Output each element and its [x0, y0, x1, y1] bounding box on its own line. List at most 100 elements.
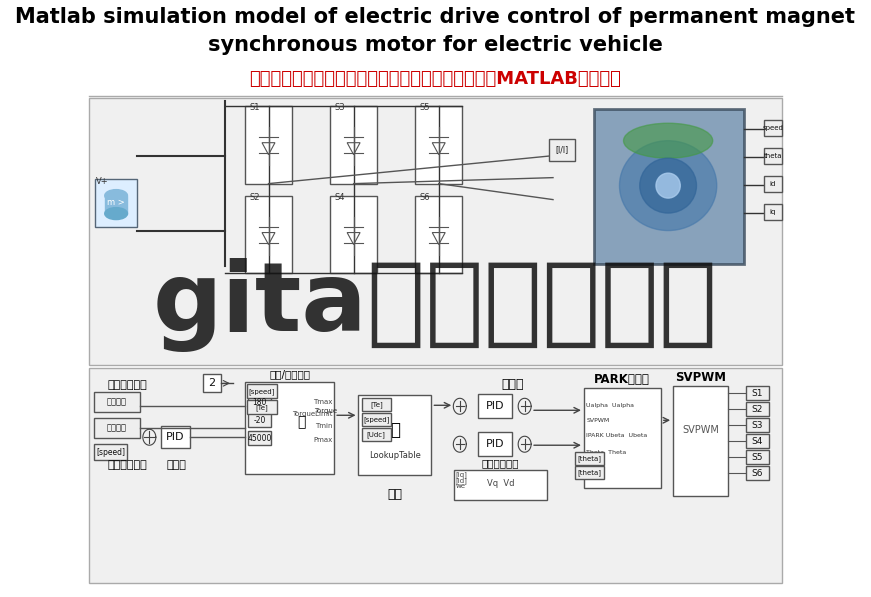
Text: Te: Te — [249, 407, 256, 413]
Bar — [746, 418, 768, 432]
Text: S5: S5 — [419, 103, 429, 112]
Bar — [245, 382, 334, 474]
Text: S3: S3 — [752, 421, 763, 430]
Text: [speed]: [speed] — [96, 448, 125, 457]
Text: S2: S2 — [249, 193, 260, 202]
Bar — [248, 413, 271, 427]
Bar — [746, 402, 768, 416]
Text: Theta  Theta: Theta Theta — [586, 450, 626, 455]
Text: [I/I]: [I/I] — [556, 145, 569, 154]
Ellipse shape — [105, 190, 127, 202]
Text: [theta]: [theta] — [577, 456, 602, 462]
Bar — [549, 139, 575, 161]
Text: Tmin: Tmin — [315, 423, 333, 429]
Bar — [248, 395, 271, 410]
Text: [speed]: [speed] — [249, 388, 275, 395]
Bar — [330, 196, 377, 273]
Ellipse shape — [656, 173, 680, 198]
Text: [Te]: [Te] — [370, 401, 382, 408]
Bar — [361, 398, 391, 411]
Text: 电流环: 电流环 — [501, 378, 523, 391]
Text: iq: iq — [769, 208, 776, 214]
Text: Tmax: Tmax — [314, 399, 333, 405]
Bar — [477, 432, 511, 456]
Text: we: we — [456, 483, 466, 489]
Bar — [247, 384, 277, 398]
Bar — [764, 120, 781, 136]
Bar — [575, 466, 604, 479]
Text: Ualpha  Ualpha: Ualpha Ualpha — [586, 403, 634, 408]
Text: S6: S6 — [752, 469, 763, 478]
Text: [id]: [id] — [456, 477, 468, 484]
Text: Pmax: Pmax — [314, 437, 333, 443]
Text: S6: S6 — [419, 193, 430, 202]
Text: 转速给定: 转速给定 — [107, 424, 127, 433]
Text: S3: S3 — [334, 103, 345, 112]
Text: m >: m > — [107, 198, 125, 207]
Text: 解耦前馈控制: 解耦前馈控制 — [482, 458, 519, 468]
Bar — [746, 450, 768, 464]
Bar — [415, 106, 463, 184]
Bar — [90, 98, 782, 365]
Text: speed: speed — [762, 125, 783, 131]
Text: 基于查表法的电动汽车用永磁同步电机电驱驱动控制MATLAB仿真模型: 基于查表法的电动汽车用永磁同步电机电驱驱动控制MATLAB仿真模型 — [250, 70, 621, 88]
Text: PARK反变换: PARK反变换 — [594, 373, 650, 386]
Bar — [415, 196, 463, 273]
Text: S5: S5 — [752, 453, 763, 461]
Bar — [477, 394, 511, 418]
Bar — [575, 452, 604, 465]
Ellipse shape — [619, 141, 717, 230]
Text: 转矩给定: 转矩给定 — [107, 398, 127, 407]
Text: PID: PID — [485, 439, 504, 449]
Text: 转矩/功率限制: 转矩/功率限制 — [269, 370, 310, 379]
Text: 🔶: 🔶 — [298, 416, 306, 429]
Bar — [746, 434, 768, 448]
Text: [theta]: [theta] — [577, 469, 602, 476]
Text: id: id — [769, 181, 776, 187]
Text: 转矩控制模式: 转矩控制模式 — [108, 380, 147, 390]
Bar — [94, 418, 139, 438]
Bar — [95, 179, 138, 226]
Bar — [248, 431, 271, 445]
Text: PID: PID — [166, 432, 185, 442]
Bar — [746, 386, 768, 401]
Bar — [593, 109, 744, 263]
Ellipse shape — [640, 158, 697, 213]
Text: Speed: Speed — [249, 393, 271, 399]
Bar — [454, 470, 547, 500]
Text: LookupTable: LookupTable — [369, 451, 421, 460]
Bar — [764, 147, 781, 164]
Bar — [94, 392, 139, 413]
Bar — [330, 106, 377, 184]
Text: S1: S1 — [249, 103, 260, 112]
Text: V+: V+ — [96, 177, 109, 186]
Text: Ui c: Ui c — [586, 466, 598, 470]
Bar — [245, 196, 292, 273]
Text: [Te]: [Te] — [256, 404, 268, 411]
Text: SVPWM: SVPWM — [682, 425, 719, 435]
Bar — [673, 386, 728, 496]
Bar — [105, 196, 127, 214]
Bar — [359, 395, 431, 475]
Text: IPARK Ubeta  Ubeta: IPARK Ubeta Ubeta — [586, 433, 647, 438]
Text: [speed]: [speed] — [363, 416, 389, 423]
Text: Torque: Torque — [314, 408, 337, 414]
Text: 转速控制模式: 转速控制模式 — [108, 460, 147, 470]
Text: S4: S4 — [752, 437, 763, 446]
Bar — [361, 413, 391, 426]
Text: S2: S2 — [752, 405, 763, 414]
Bar — [90, 368, 782, 583]
Text: S1: S1 — [752, 389, 763, 398]
Text: SVPWM: SVPWM — [586, 418, 610, 423]
Text: gita教学盗图必究: gita教学盗图必究 — [153, 259, 718, 352]
Text: Matlab simulation model of electric drive control of permanent magnet
synchronou: Matlab simulation model of electric driv… — [16, 7, 855, 55]
Text: 180: 180 — [253, 398, 267, 407]
Text: Vq  Vd: Vq Vd — [487, 479, 514, 488]
Text: 🔶: 🔶 — [390, 421, 400, 439]
Text: S4: S4 — [334, 193, 345, 202]
Bar — [584, 388, 661, 488]
Text: theta: theta — [764, 153, 782, 159]
Ellipse shape — [105, 208, 127, 220]
Bar — [361, 428, 391, 441]
Text: 查表: 查表 — [388, 488, 402, 501]
